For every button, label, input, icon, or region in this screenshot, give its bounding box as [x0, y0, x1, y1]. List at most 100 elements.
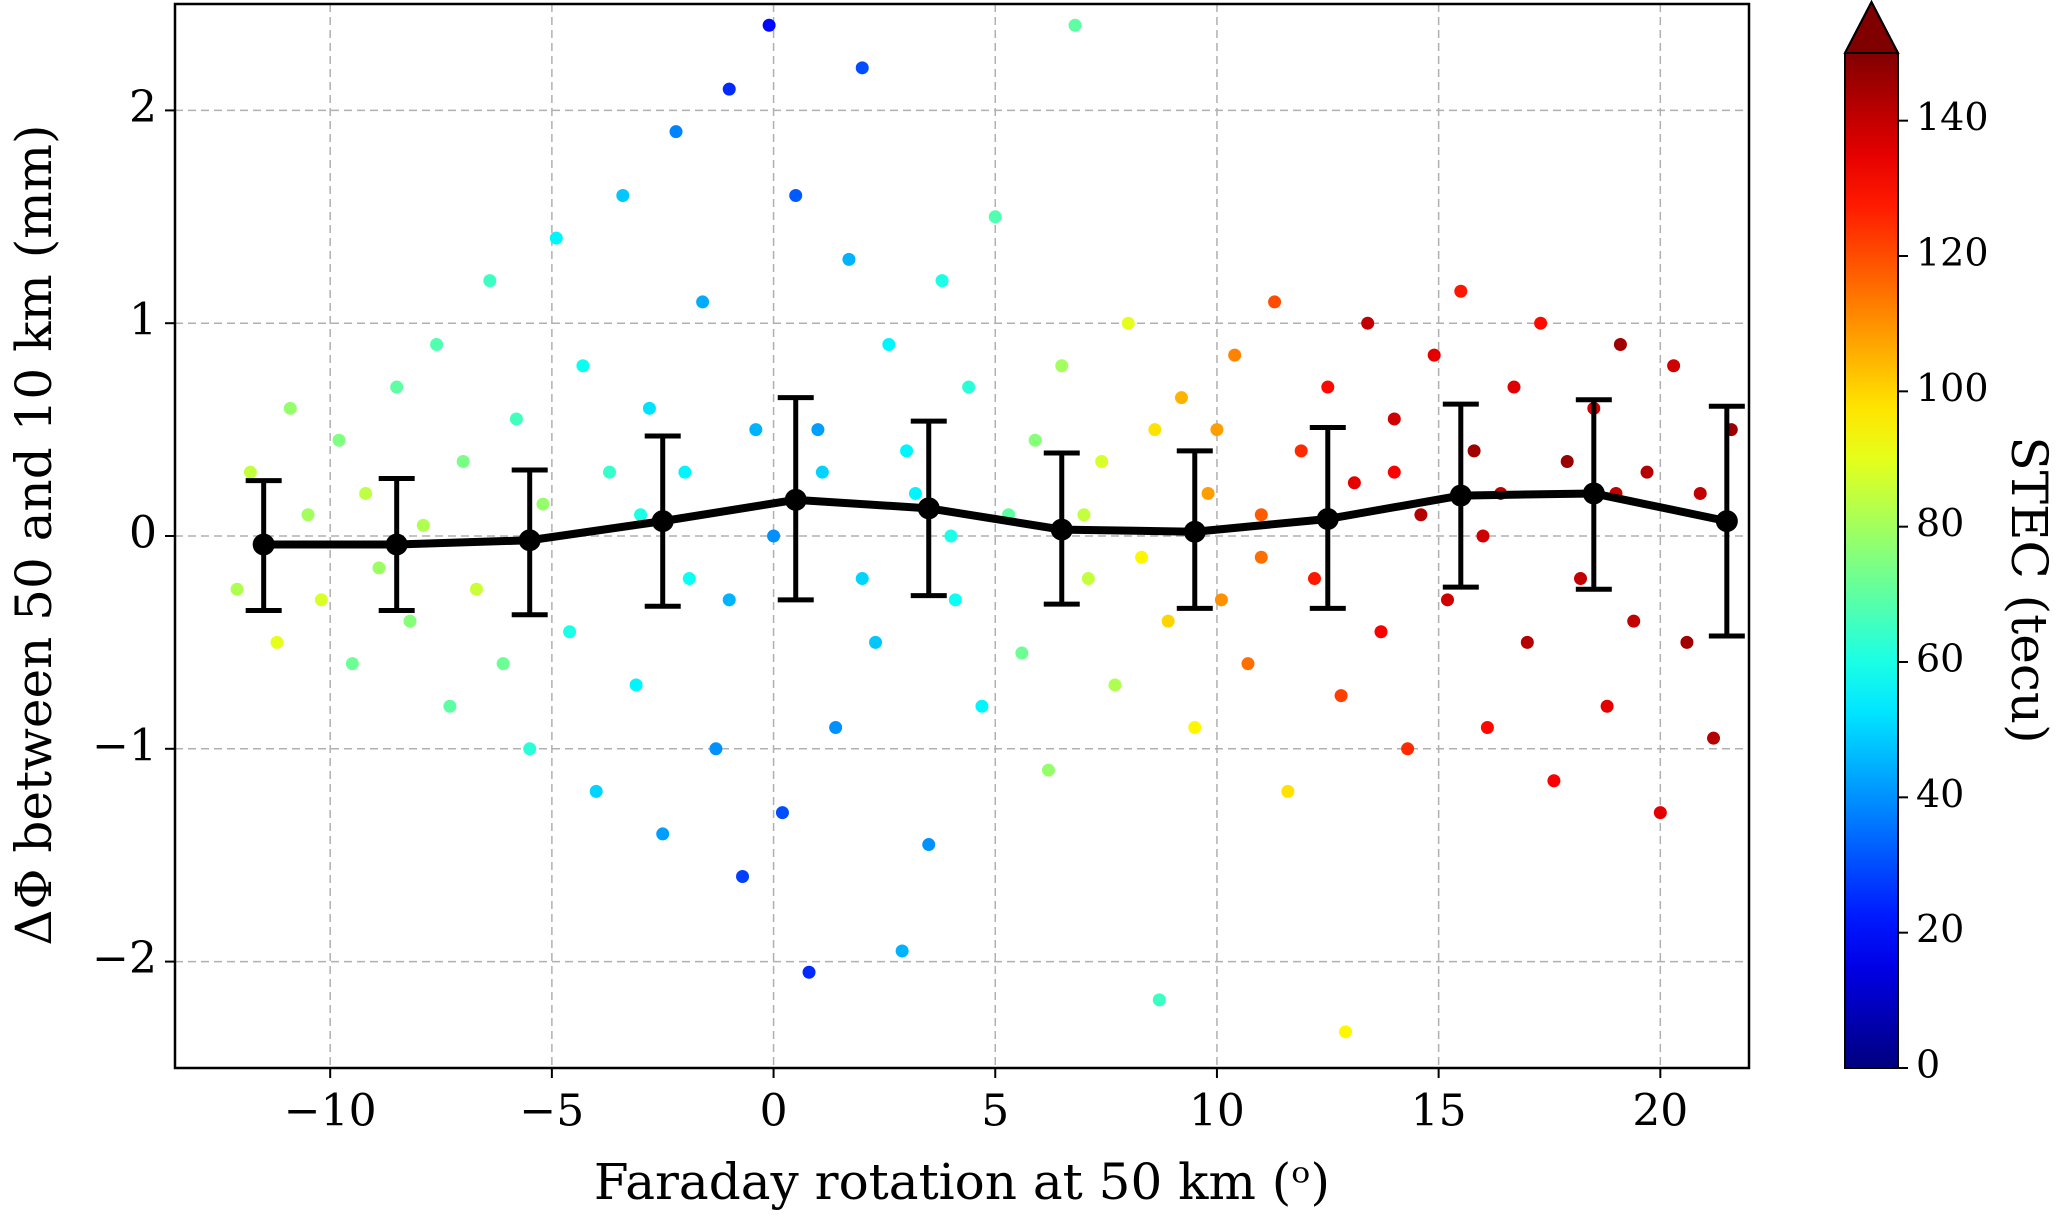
mean-point: [1316, 507, 1339, 530]
scatter-point: [332, 433, 346, 447]
scatter-point: [669, 125, 683, 139]
scatter-point: [1361, 316, 1375, 330]
scatter-point: [549, 231, 563, 245]
colorbar: [1845, 53, 1898, 1068]
scatter-point: [270, 635, 284, 649]
mean-point: [385, 533, 408, 556]
scatter-point: [642, 401, 656, 415]
mean-point: [651, 510, 674, 533]
scatter-point: [922, 838, 936, 852]
x-axis-label: Faraday rotation at 50 km (ᵒ): [594, 1153, 1330, 1211]
colorbar-tick-label: 120: [1916, 231, 1989, 275]
scatter-point: [815, 465, 829, 479]
scatter-point: [483, 274, 497, 288]
colorbar-tick-label: 40: [1916, 772, 1964, 816]
scatter-point: [988, 210, 1002, 224]
scatter-point: [345, 657, 359, 671]
scatter-point: [678, 465, 692, 479]
scatter-point: [1188, 721, 1202, 735]
scatter-point: [975, 699, 989, 713]
scatter-point: [1135, 550, 1149, 564]
scatter-point: [1507, 380, 1521, 394]
scatter-point: [948, 593, 962, 607]
scatter-point: [1028, 433, 1042, 447]
scatter-point: [1201, 486, 1215, 500]
colorbar-tick-label: 0: [1916, 1043, 1940, 1087]
scatter-point: [634, 508, 648, 522]
scatter-point: [1254, 550, 1268, 564]
scatter-point: [1387, 465, 1401, 479]
x-tick-label: 10: [1189, 1086, 1245, 1137]
scatter-point: [1241, 657, 1255, 671]
scatter-point: [1347, 476, 1361, 490]
scatter-point: [1374, 625, 1388, 639]
scatter-point: [1254, 508, 1268, 522]
colorbar-tick-label: 140: [1916, 95, 1989, 139]
scatter-point: [749, 423, 763, 437]
mean-point: [252, 533, 275, 556]
scatter-point: [1467, 444, 1481, 458]
scatter-point: [416, 518, 430, 532]
scatter-point: [1476, 529, 1490, 543]
scatter-point: [1152, 993, 1166, 1007]
scatter-point: [456, 455, 470, 469]
scatter-point: [629, 678, 643, 692]
scatter-point: [576, 359, 590, 373]
scatter-point: [1600, 699, 1614, 713]
colorbar-tick-label: 20: [1916, 907, 1964, 951]
scatter-point: [359, 486, 373, 500]
scatter-point: [802, 965, 816, 979]
colorbar-tick-label: 60: [1916, 637, 1964, 681]
scatter-point: [230, 582, 244, 596]
scatter-point: [944, 529, 958, 543]
scatter-point: [829, 721, 843, 735]
x-tick-label: 5: [981, 1086, 1009, 1137]
scatter-point: [1613, 337, 1627, 351]
scatter-point: [855, 61, 869, 75]
scatter-point: [696, 295, 710, 309]
scatter-point: [1441, 593, 1455, 607]
x-tick-label: −5: [519, 1086, 584, 1137]
scatter-point: [1268, 295, 1282, 309]
scatter-point: [855, 572, 869, 586]
scatter-point: [403, 614, 417, 628]
scatter-point: [1108, 678, 1122, 692]
scatter-point: [243, 465, 257, 479]
scatter-points: [230, 18, 1738, 1039]
mean-line: [263, 489, 1728, 549]
colorbar-frame: [1844, 0, 1899, 1069]
y-tick-label: −2: [92, 933, 157, 984]
scatter-point: [1055, 359, 1069, 373]
scatter-point: [1627, 614, 1641, 628]
mean-point: [1050, 518, 1073, 541]
scatter-point: [1707, 731, 1721, 745]
scatter-point: [390, 380, 404, 394]
scatter-point: [1148, 423, 1162, 437]
scatter-point: [682, 572, 696, 586]
scatter-point: [762, 18, 776, 32]
colorbar-tick-label: 100: [1916, 366, 1989, 410]
scatter-point: [1387, 412, 1401, 426]
scatter-point: [1095, 455, 1109, 469]
scatter-point: [1401, 742, 1415, 756]
y-tick-label: −1: [92, 720, 157, 771]
scatter-point: [1041, 763, 1055, 777]
scatter-point: [1294, 444, 1308, 458]
mean-point: [1715, 510, 1738, 533]
mean-point: [1183, 520, 1206, 543]
scatter-point: [301, 508, 315, 522]
scatter-point: [1534, 316, 1548, 330]
scatter-point: [1334, 689, 1348, 703]
x-tick-label: 20: [1632, 1086, 1688, 1137]
scatter-point: [469, 582, 483, 596]
scatter-point: [736, 869, 750, 883]
scatter-point: [1547, 774, 1561, 788]
mean-point: [1582, 482, 1605, 505]
scatter-point: [842, 252, 856, 266]
scatter-point: [616, 189, 630, 203]
scatter-point: [1640, 465, 1654, 479]
scatter-point: [775, 806, 789, 820]
scatter-point: [1307, 572, 1321, 586]
scatter-point: [1520, 635, 1534, 649]
